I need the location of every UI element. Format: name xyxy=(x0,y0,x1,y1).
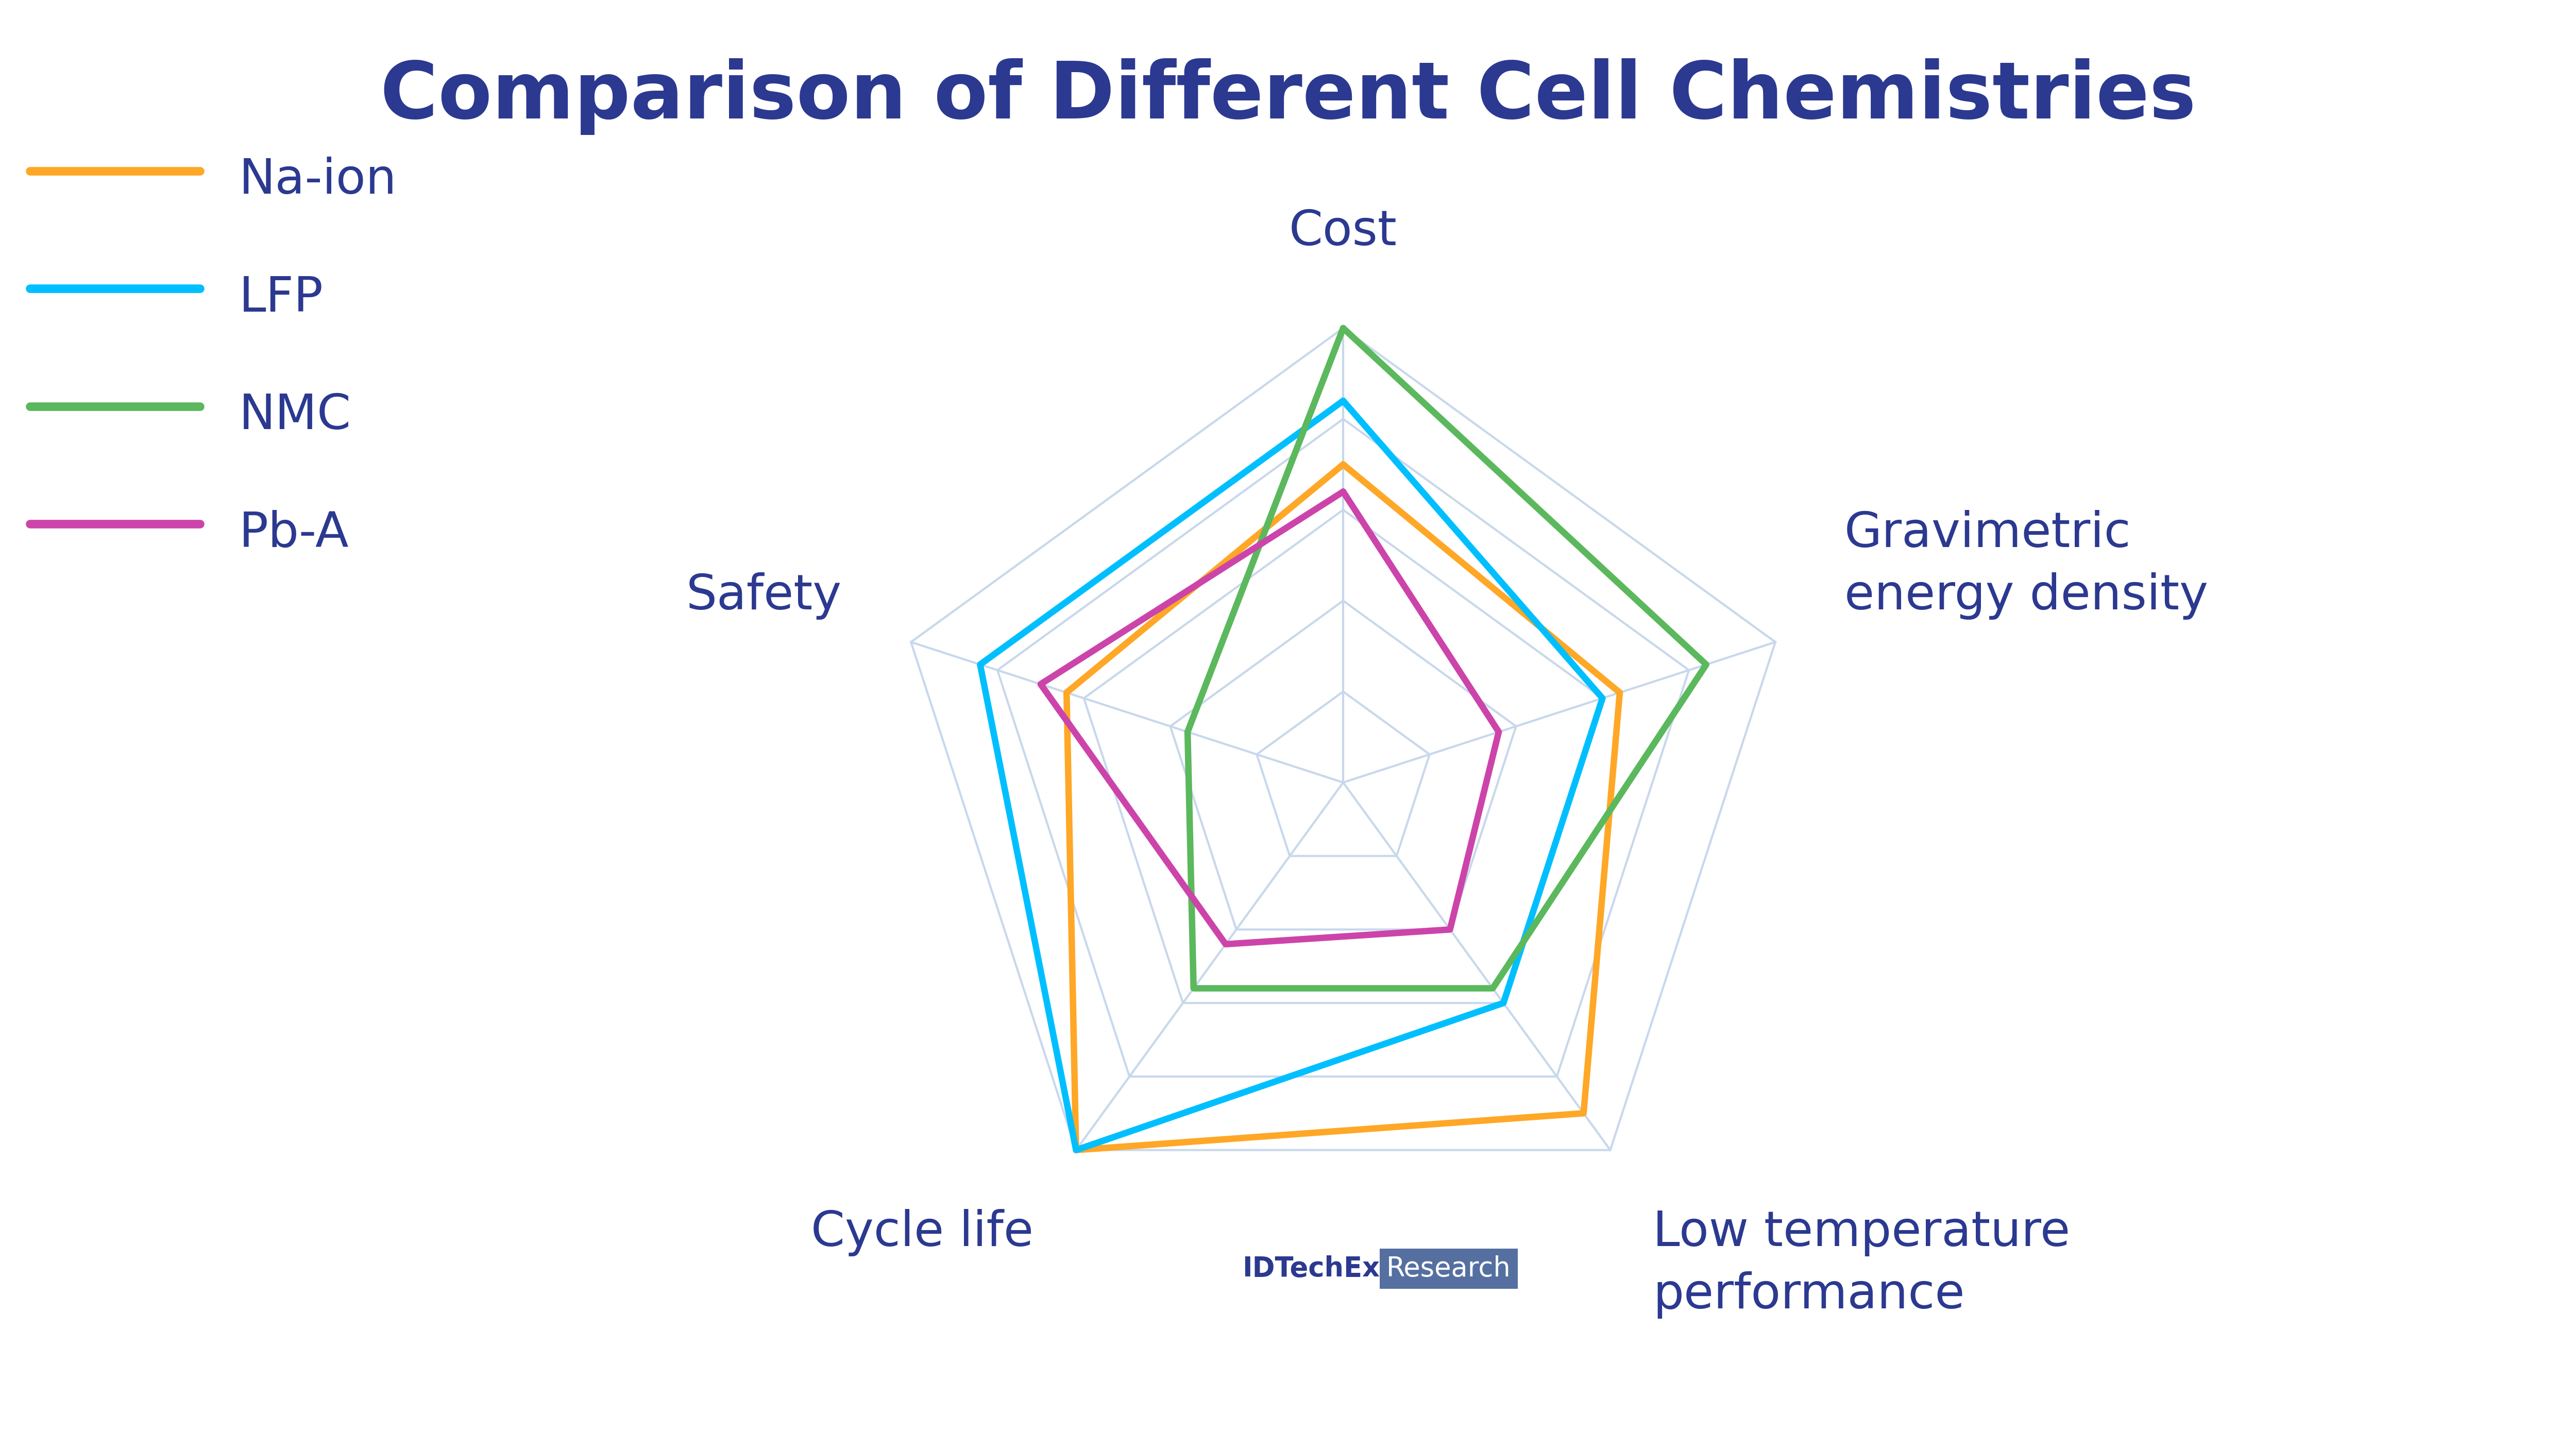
Text: Research: Research xyxy=(1386,1255,1512,1282)
Text: Low temperature
performance: Low temperature performance xyxy=(1654,1208,2071,1319)
Text: Cost: Cost xyxy=(1288,209,1396,255)
Text: Gravimetric
energy density: Gravimetric energy density xyxy=(1844,510,2208,620)
Legend: Na-ion, LFP, NMC, Pb-A: Na-ion, LFP, NMC, Pb-A xyxy=(31,148,397,561)
Text: Cycle life: Cycle life xyxy=(811,1208,1033,1256)
Text: Comparison of Different Cell Chemistries: Comparison of Different Cell Chemistries xyxy=(381,58,2195,135)
Text: IDTechEx: IDTechEx xyxy=(1242,1255,1381,1282)
Text: Safety: Safety xyxy=(685,572,842,620)
